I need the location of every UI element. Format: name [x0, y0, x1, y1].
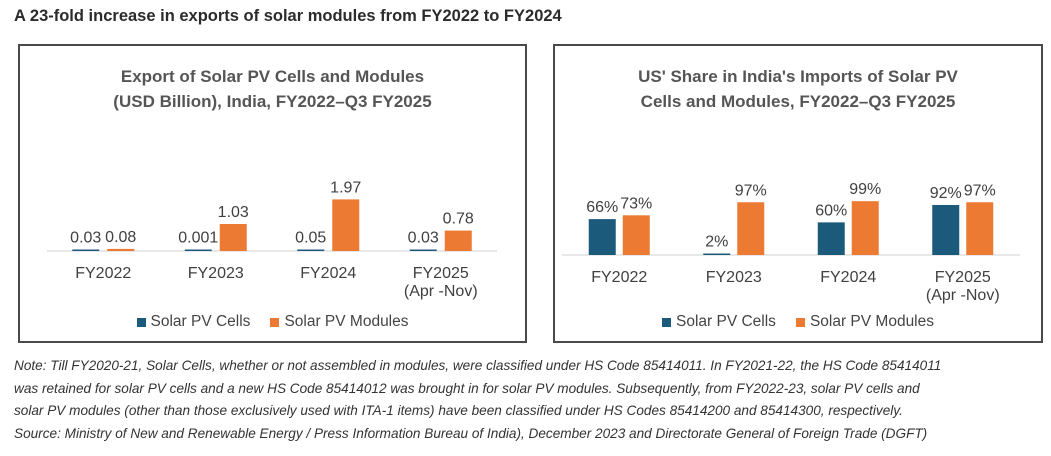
data-label-cells: 0.03	[70, 230, 101, 247]
data-label-modules: 99%	[849, 181, 881, 198]
data-label-cells: 0.001	[178, 230, 218, 247]
export-chart-title-line-2: (USD Billion), India, FY2022–Q3 FY2025	[113, 92, 432, 111]
us-share-chart-title-line-2: Cells and Modules, FY2022–Q3 FY2025	[640, 92, 956, 111]
legend-swatch-cells	[662, 317, 671, 327]
data-label-cells: 0.05	[295, 230, 326, 247]
footnote-line-2: was retained for solar PV cells and a ne…	[14, 380, 920, 396]
legend-label-cells: Solar PV Cells	[676, 313, 776, 330]
bar-modules	[219, 224, 247, 251]
bar-cells	[184, 249, 212, 251]
export-chart-title-line-1: Export of Solar PV Cells and Modules	[120, 67, 425, 86]
bar-cells	[409, 249, 437, 251]
export-chart-title: Export of Solar PV Cells and Modules (US…	[20, 64, 525, 114]
data-label-cells: 66%	[586, 199, 618, 216]
legend-item-cells: Solar PV Cells	[136, 313, 251, 331]
data-label-cells: 2%	[705, 234, 728, 251]
x-tick-label: (Apr -Nov)	[404, 283, 478, 300]
legend-label-cells: Solar PV Cells	[150, 313, 251, 330]
bar-cells	[297, 249, 325, 251]
footnote-line-1: Note: Till FY2020-21, Solar Cells, wheth…	[14, 358, 942, 373]
legend-item-modules: Solar PV Modules	[795, 313, 934, 331]
bar-modules	[332, 199, 360, 251]
data-label-modules: 1.03	[218, 204, 249, 221]
bar-cells	[817, 222, 845, 255]
footnote: Note: Till FY2020-21, Solar Cells, wheth…	[14, 355, 1042, 445]
data-label-cells: 92%	[930, 185, 962, 202]
x-tick-label: FY2022	[591, 269, 647, 286]
bar-modules	[737, 202, 765, 255]
legend-label-modules: Solar PV Modules	[284, 313, 409, 330]
bar-cells	[703, 253, 731, 255]
x-tick-label: FY2024	[820, 269, 876, 286]
bar-cells	[72, 249, 100, 251]
x-tick-label: FY2023	[188, 265, 244, 282]
x-tick-label: (Apr -Nov)	[926, 287, 1000, 304]
bar-modules	[444, 230, 472, 251]
footnote-line-4: Source: Ministry of New and Renewable En…	[14, 425, 928, 441]
bar-modules	[851, 201, 879, 255]
us-share-chart-panel: US' Share in India's Imports of Solar PV…	[553, 44, 1043, 343]
bar-cells	[588, 219, 616, 255]
us-share-chart-title: US' Share in India's Imports of Solar PV…	[555, 64, 1041, 114]
data-label-cells: 0.03	[408, 230, 439, 247]
legend-swatch-cells	[136, 317, 146, 327]
export-chart-panel: Export of Solar PV Cells and Modules (US…	[18, 44, 527, 343]
legend-swatch-modules	[795, 317, 805, 327]
legend-label-modules: Solar PV Modules	[809, 313, 934, 330]
legend-swatch-modules	[270, 317, 280, 327]
footnote-line-3: solar PV modules (other than those exclu…	[14, 403, 903, 418]
data-label-modules: 0.08	[105, 229, 136, 246]
x-tick-label: FY2025	[935, 269, 991, 286]
export-chart: 0.03 0.08FY20220.0011.03FY20230.051.97FY2…	[47, 179, 497, 300]
us-share-chart-title-line-1: US' Share in India's Imports of Solar PV	[638, 67, 958, 86]
data-label-modules: 97%	[735, 182, 767, 199]
data-label-cells: 60%	[815, 202, 847, 219]
data-label-modules: 97%	[964, 182, 996, 199]
x-tick-label: FY2025	[413, 265, 469, 282]
data-label-modules: 0.78	[443, 211, 474, 228]
bar-modules	[966, 202, 994, 255]
bar-modules	[622, 215, 650, 255]
x-tick-label: FY2024	[300, 265, 356, 282]
x-tick-label: FY2023	[706, 269, 762, 286]
us-share-chart-legend: Solar PV Cells Solar PV Modules	[555, 313, 1041, 331]
x-tick-label: FY2022	[75, 265, 131, 282]
bar-cells	[932, 204, 960, 255]
legend-item-cells: Solar PV Cells	[662, 313, 776, 331]
data-label-modules: 73%	[620, 195, 652, 212]
headline: A 23-fold increase in exports of solar m…	[14, 7, 562, 25]
legend-item-modules: Solar PV Modules	[270, 313, 409, 331]
data-label-modules: 1.97	[330, 179, 361, 196]
export-chart-legend: Solar PV Cells Solar PV Modules	[20, 313, 525, 331]
bar-modules	[107, 248, 135, 251]
